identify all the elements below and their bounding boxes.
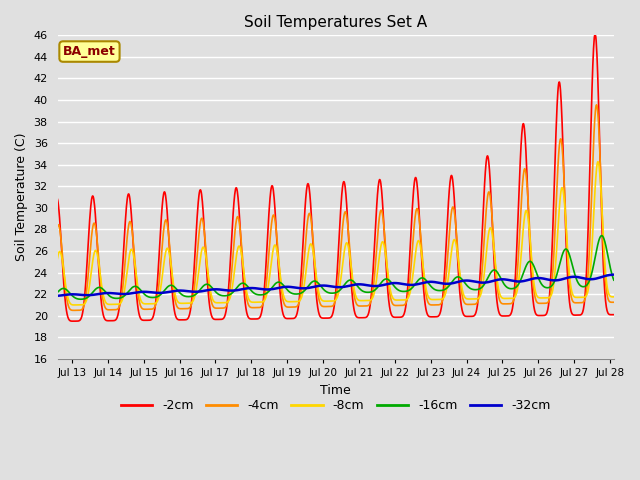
-32cm <box>613 272 621 277</box>
Text: BA_met: BA_met <box>63 45 116 58</box>
-32cm <box>93 291 101 297</box>
-4cm <box>301 247 308 253</box>
-4cm <box>593 102 600 108</box>
-8cm <box>311 264 319 269</box>
-4cm <box>289 304 297 310</box>
-16cm <box>289 291 297 297</box>
-4cm <box>70 308 77 313</box>
Line: -2cm: -2cm <box>54 36 617 321</box>
-2cm <box>371 236 379 242</box>
Line: -8cm: -8cm <box>54 162 617 305</box>
Line: -4cm: -4cm <box>54 105 617 311</box>
-2cm <box>69 318 77 324</box>
-4cm <box>311 264 319 269</box>
-2cm <box>94 252 102 258</box>
-2cm <box>613 311 621 317</box>
-4cm <box>371 269 379 275</box>
-8cm <box>70 302 78 308</box>
-32cm <box>116 291 124 297</box>
-16cm <box>50 291 58 297</box>
-2cm <box>50 217 58 223</box>
-8cm <box>289 299 297 304</box>
X-axis label: Time: Time <box>320 384 351 396</box>
-16cm <box>371 287 379 293</box>
Line: -32cm: -32cm <box>54 275 617 296</box>
-2cm <box>289 315 297 321</box>
-8cm <box>613 294 621 300</box>
-16cm <box>598 233 605 239</box>
-2cm <box>117 289 125 295</box>
Legend: -2cm, -4cm, -8cm, -16cm, -32cm: -2cm, -4cm, -8cm, -16cm, -32cm <box>116 395 556 418</box>
-16cm <box>77 296 84 302</box>
-16cm <box>301 288 308 293</box>
-16cm <box>613 281 621 287</box>
-4cm <box>94 246 102 252</box>
-32cm <box>50 293 58 299</box>
-4cm <box>117 298 125 304</box>
-32cm <box>371 283 378 289</box>
-8cm <box>371 288 379 293</box>
-16cm <box>94 285 102 290</box>
-2cm <box>591 33 598 38</box>
-8cm <box>594 159 602 165</box>
-2cm <box>301 206 308 212</box>
-4cm <box>50 254 58 260</box>
Y-axis label: Soil Temperature (C): Soil Temperature (C) <box>15 133 28 262</box>
-4cm <box>613 300 621 305</box>
Title: Soil Temperatures Set A: Soil Temperatures Set A <box>244 15 427 30</box>
-8cm <box>50 281 58 287</box>
Line: -16cm: -16cm <box>54 236 617 299</box>
-16cm <box>311 278 319 284</box>
-32cm <box>311 284 319 289</box>
-2cm <box>311 277 319 283</box>
-8cm <box>94 255 102 261</box>
-8cm <box>117 300 125 306</box>
-32cm <box>289 284 297 290</box>
-8cm <box>301 277 308 283</box>
-32cm <box>301 286 308 291</box>
-16cm <box>117 295 125 300</box>
